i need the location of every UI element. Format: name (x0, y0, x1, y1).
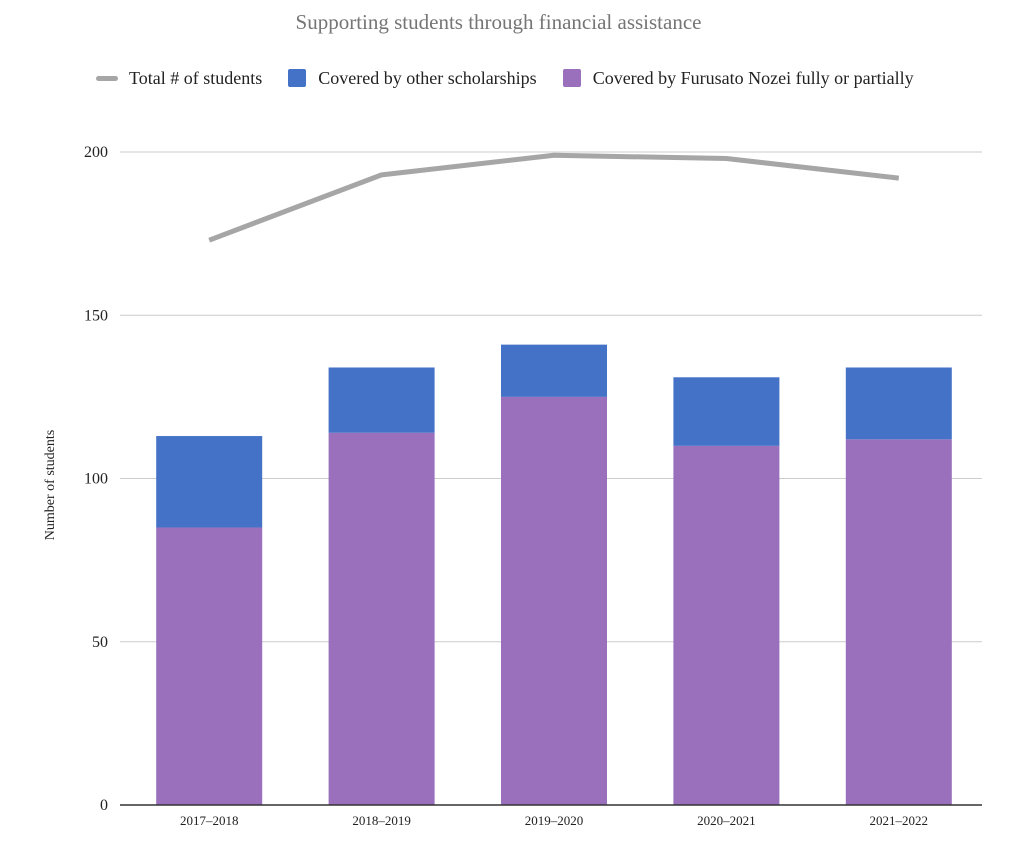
bar-furusato-nozei (328, 432, 435, 805)
legend-item-total: Total # of students (96, 68, 262, 89)
y-tick-label: 150 (84, 307, 108, 324)
bar-furusato-nozei (156, 527, 263, 805)
bar-other-scholarships (156, 436, 263, 528)
x-tick-label: 2017–2018 (180, 813, 239, 828)
bar-furusato-nozei (501, 396, 607, 805)
x-tick-label: 2019–2020 (525, 813, 584, 828)
y-tick-label: 0 (100, 797, 108, 814)
bar-furusato-nozei (845, 439, 952, 805)
x-tick-label: 2021–2022 (870, 813, 929, 828)
bar-furusato-nozei (673, 445, 780, 805)
bar-other-scholarships (501, 344, 607, 397)
y-axis-label: Number of students (43, 430, 58, 540)
legend-swatch-total (96, 75, 118, 81)
bar-other-scholarships (845, 367, 952, 440)
y-tick-label: 50 (92, 634, 108, 651)
legend: Total # of students Covered by other sch… (96, 66, 940, 90)
legend-swatch-furusato-nozei (562, 69, 581, 87)
y-tick-label: 200 (84, 144, 108, 161)
y-tick-label: 100 (84, 471, 108, 488)
bar-other-scholarships (328, 367, 435, 433)
x-tick-label: 2018–2019 (352, 813, 411, 828)
bar-other-scholarships (673, 377, 780, 446)
legend-label-total: Total # of students (129, 67, 263, 88)
x-tick-label: 2020–2021 (697, 813, 756, 828)
legend-item-furusato-nozei: Covered by Furusato Nozei fully or parti… (562, 67, 914, 89)
legend-swatch-other-scholarships (288, 69, 307, 87)
total-students-line (208, 152, 900, 243)
legend-label-other-scholarships: Covered by other scholarships (318, 67, 537, 88)
legend-item-other-scholarships: Covered by other scholarships (288, 67, 537, 89)
chart-title: Supporting students through financial as… (295, 10, 702, 34)
legend-label-furusato-nozei: Covered by Furusato Nozei fully or parti… (592, 67, 914, 88)
